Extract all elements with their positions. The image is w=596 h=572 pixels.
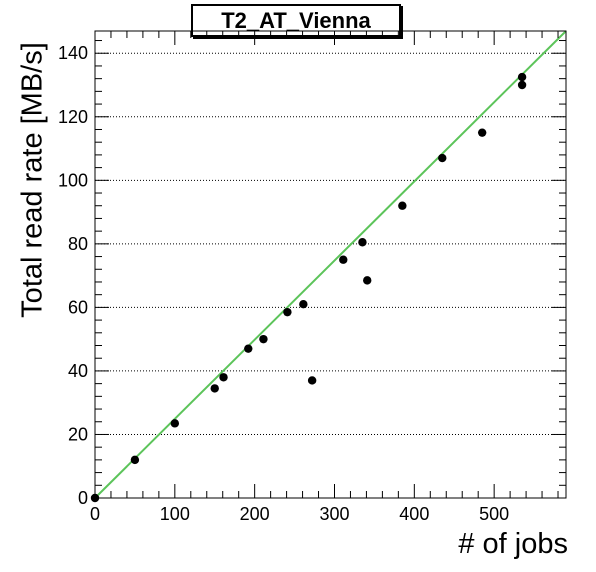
data-point <box>517 72 527 82</box>
y-axis-ticks: 0 20 40 60 80 100 120 140 <box>58 40 566 508</box>
data-point <box>307 376 317 385</box>
fit-line <box>94 30 567 499</box>
data-point <box>299 300 308 309</box>
x-axis-ticks: 0 100 200 300 400 500 <box>90 31 559 524</box>
y-tick-label: 60 <box>68 297 88 317</box>
data-point <box>210 384 219 393</box>
data-point <box>244 344 253 353</box>
data-point <box>170 419 180 428</box>
data-point <box>363 276 372 285</box>
data-point <box>477 128 487 137</box>
plot-frame <box>94 30 567 499</box>
data-point <box>219 373 228 382</box>
y-tick-label: 100 <box>58 170 88 190</box>
x-tick-label: 500 <box>479 504 509 524</box>
data-point <box>259 334 268 344</box>
x-axis-label: # of jobs <box>458 528 568 560</box>
data-point <box>130 455 140 465</box>
y-tick-label: 20 <box>68 424 88 444</box>
x-tick-label: 200 <box>240 504 270 524</box>
y-tick-label: 140 <box>58 43 88 63</box>
x-tick-label: 300 <box>319 504 349 524</box>
data-point <box>358 238 367 247</box>
data-point <box>438 153 447 163</box>
data-point <box>339 255 348 264</box>
y-tick-label: 40 <box>68 361 88 381</box>
x-tick-label: 100 <box>160 504 190 524</box>
y-tick-label: 80 <box>68 234 88 254</box>
y-tick-label: 0 <box>78 488 88 508</box>
grid-lines <box>95 52 566 435</box>
data-point <box>398 201 407 210</box>
axes <box>94 30 567 499</box>
data-point <box>517 80 527 90</box>
data-point <box>283 307 292 317</box>
y-tick-label: 120 <box>58 107 88 127</box>
x-tick-label: 400 <box>399 504 429 524</box>
x-tick-label: 0 <box>90 504 100 524</box>
fit-line-group <box>94 30 567 499</box>
data-points <box>90 72 527 503</box>
y-axis-label: Total read rate [MB/s] <box>16 42 49 318</box>
